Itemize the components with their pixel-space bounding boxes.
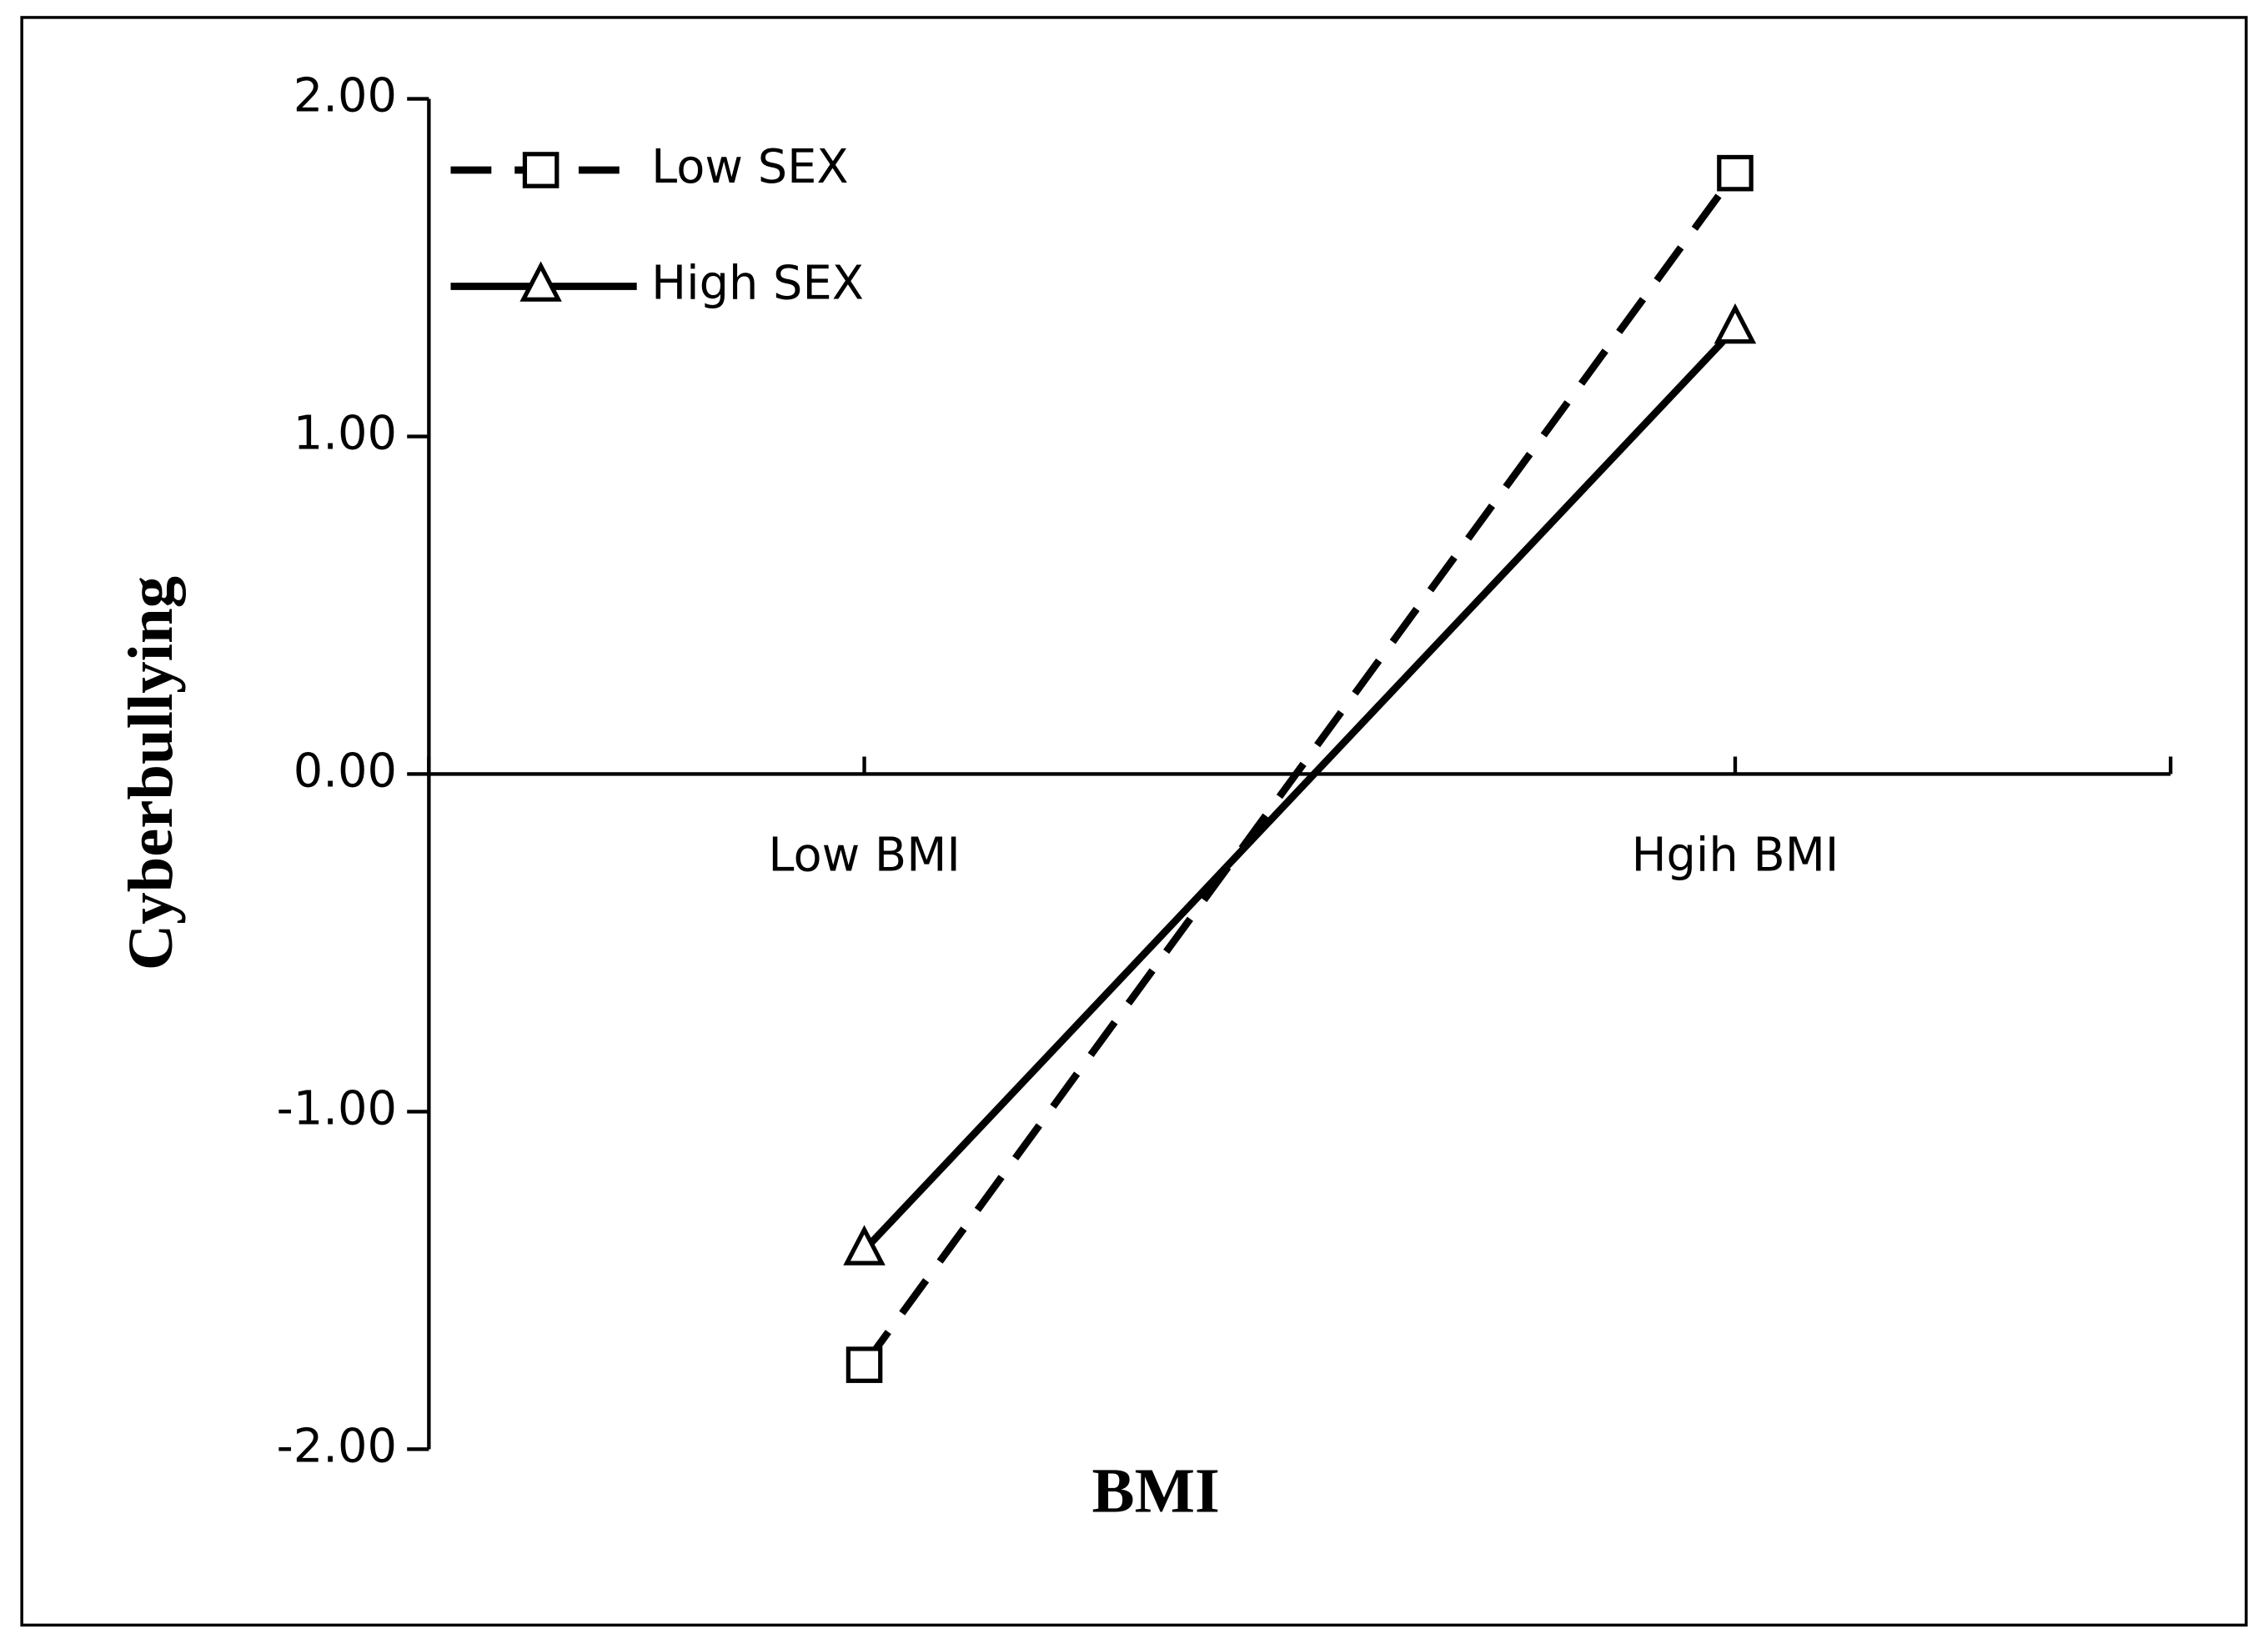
data-point xyxy=(1714,303,1757,344)
y-tick-label: -2.00 xyxy=(277,1419,397,1473)
legend-marker xyxy=(522,152,559,188)
x-axis-title: BMI xyxy=(1091,1456,1219,1526)
data-point xyxy=(845,1346,883,1383)
y-tick-label: -1.00 xyxy=(277,1082,397,1136)
series-line xyxy=(861,325,1739,1253)
legend-label: High SEX xyxy=(651,257,864,311)
y-axis-title: Cyberbullying xyxy=(115,576,186,970)
legend-marker xyxy=(519,261,562,302)
y-tick-label: 0.00 xyxy=(294,744,397,799)
x-tick-label: Hgih BMI xyxy=(1632,829,1839,883)
frame xyxy=(20,16,2248,1627)
legend-label: Low SEX xyxy=(651,140,848,194)
y-tick-label: 2.00 xyxy=(294,69,397,123)
data-point xyxy=(1717,154,1754,192)
y-tick-label: 1.00 xyxy=(294,407,397,461)
series-line xyxy=(861,171,1739,1367)
data-point xyxy=(843,1225,886,1266)
x-tick-label: Low BMI xyxy=(768,829,960,883)
